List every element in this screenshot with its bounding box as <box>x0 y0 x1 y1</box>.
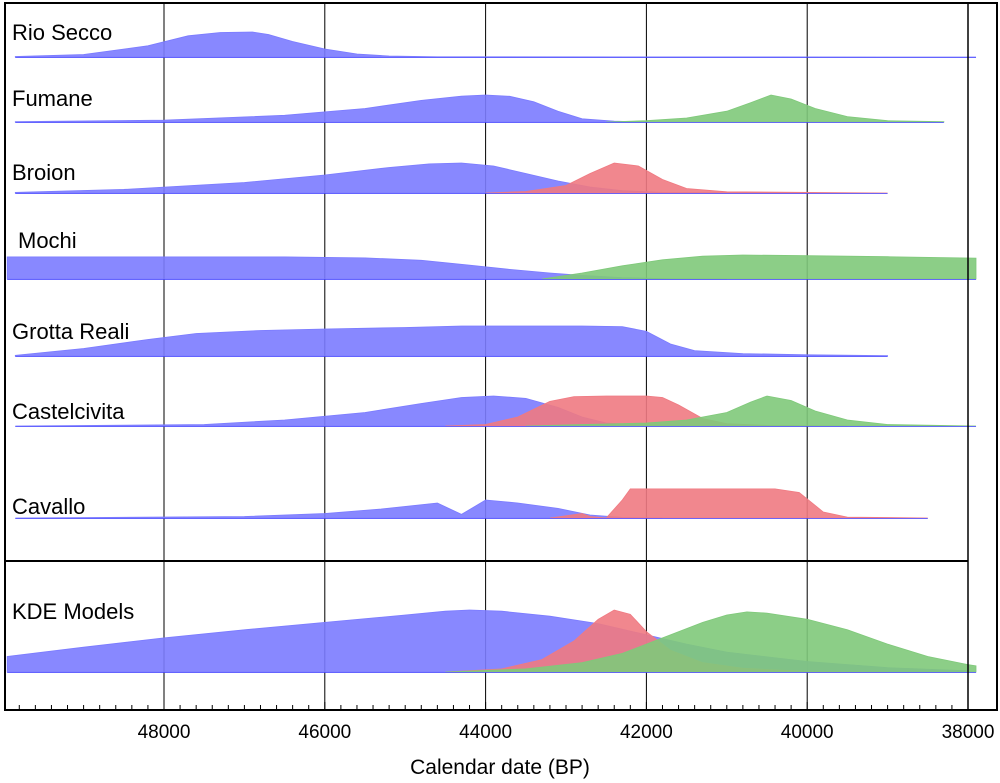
x-tick-label: 38000 <box>942 722 995 743</box>
panel-rio-secco <box>14 31 977 58</box>
panel-mochi <box>6 254 977 280</box>
area-blue <box>14 325 888 357</box>
area-red <box>485 162 888 194</box>
area-blue <box>14 31 977 58</box>
panel-fumane <box>14 94 945 123</box>
row-label: Mochi <box>18 228 77 253</box>
area-green <box>541 254 977 280</box>
area-green <box>445 611 977 673</box>
plot-frame <box>4 2 998 711</box>
x-tick-label: 40000 <box>781 722 834 743</box>
x-tick-label: 48000 <box>138 722 191 743</box>
x-tick-label: 44000 <box>459 722 512 743</box>
area-blue <box>15 499 663 519</box>
x-tick-label: 46000 <box>298 722 351 743</box>
area-blue <box>14 94 647 123</box>
panel-kde-models <box>6 609 977 673</box>
row-label: Rio Secco <box>12 20 112 45</box>
row-label: Broion <box>12 160 76 185</box>
area-green <box>606 94 945 123</box>
row-label: KDE Models <box>12 599 134 624</box>
panel-cavallo <box>15 488 928 519</box>
panel-broion <box>14 162 888 194</box>
x-axis-ticks: 48000 46000 44000 42000 40000 38000 <box>18 702 995 743</box>
plot-areas <box>6 31 977 673</box>
row-label: Fumane <box>12 86 93 111</box>
panel-grotta-reali <box>14 325 888 357</box>
panel-castelcivita <box>15 395 977 427</box>
row-label: Cavallo <box>12 494 85 519</box>
x-axis-title: Calendar date (BP) <box>410 756 590 779</box>
row-label: Castelcivita <box>12 399 125 424</box>
plot-border <box>4 2 998 711</box>
area-green <box>525 395 977 427</box>
row-label: Grotta Reali <box>12 319 129 344</box>
row-labels: Rio Secco Fumane Broion Mochi Grotta Reali Ca… <box>12 20 134 624</box>
area-red <box>549 488 928 519</box>
x-tick-label: 42000 <box>620 722 673 743</box>
